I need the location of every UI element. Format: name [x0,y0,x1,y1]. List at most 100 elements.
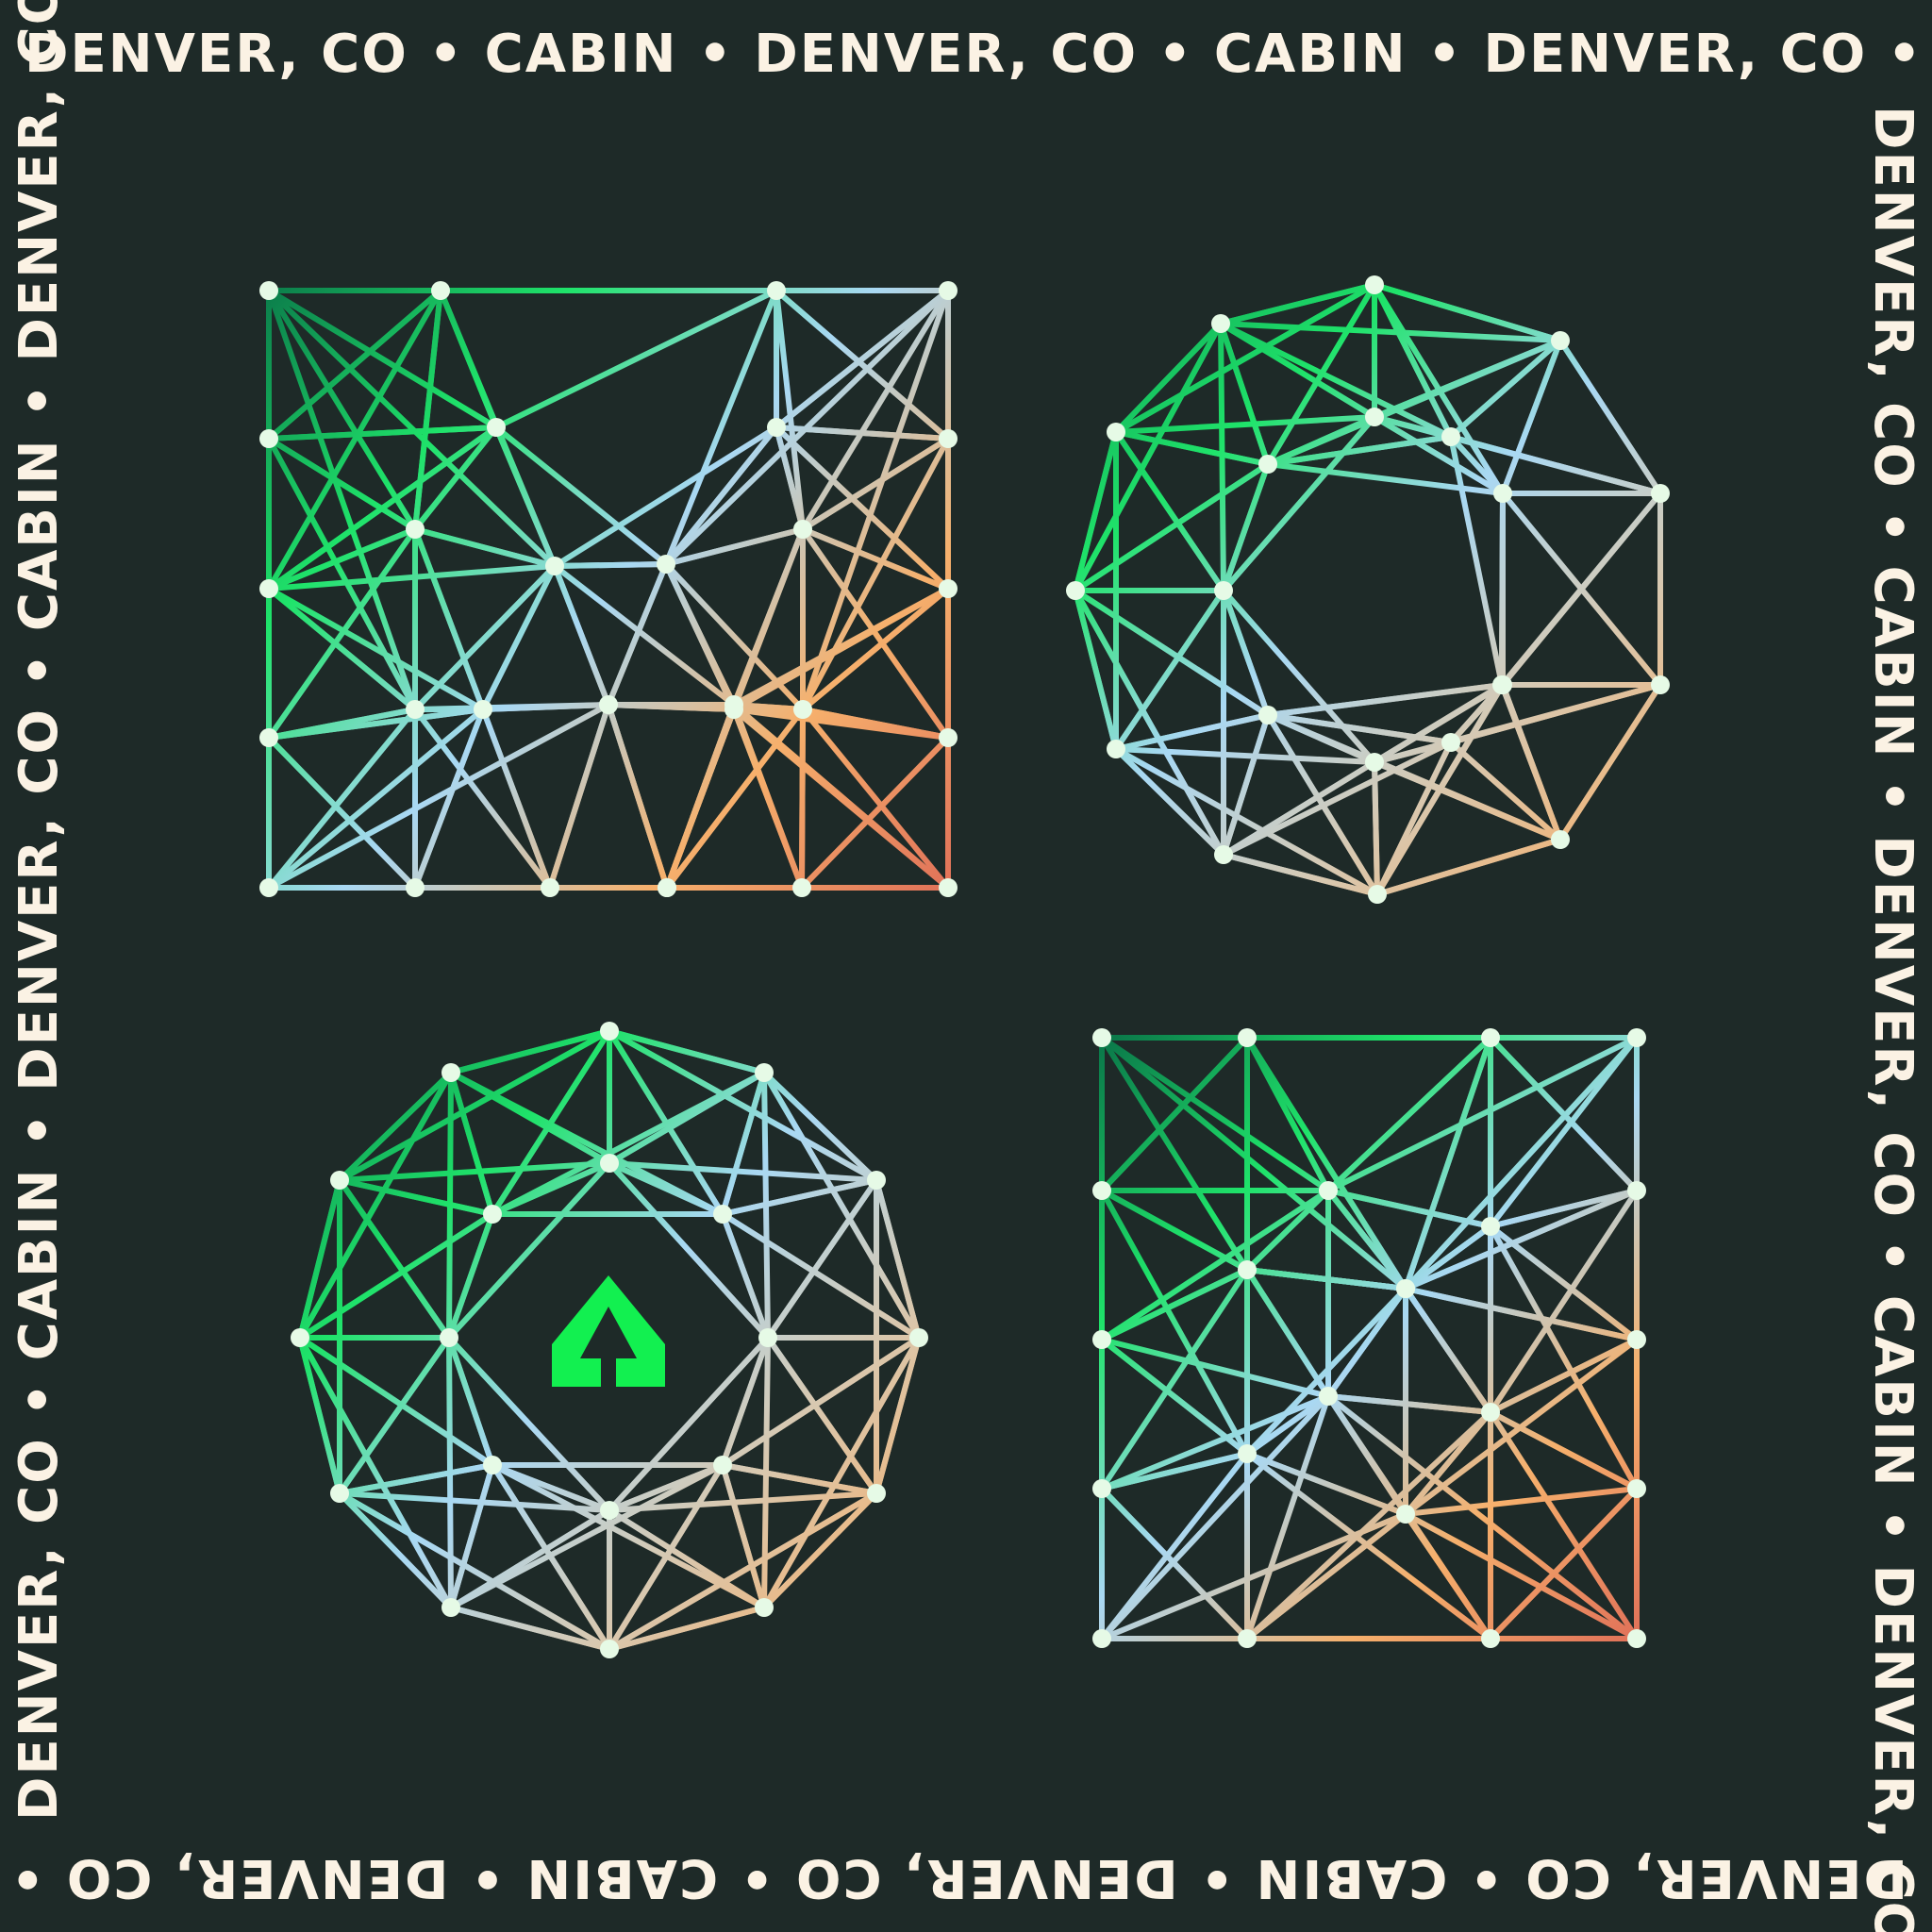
network-node [1627,1479,1646,1498]
network-edge [1073,588,1226,858]
network-node [1627,1330,1646,1349]
network-node [1441,733,1460,752]
network-edge [1218,321,1454,440]
network-node [1319,1181,1338,1200]
network-edge [720,1211,771,1341]
network-edge [266,436,418,532]
network-edge [448,1070,495,1217]
network-edge [1488,1409,1640,1491]
network-edge [1325,1393,1493,1415]
network-node [1066,581,1085,600]
network-edge [1099,1035,1331,1193]
network-node [1365,408,1384,426]
network-edge [297,1335,495,1468]
network-node [939,579,958,598]
network-edge [607,1335,771,1513]
network-edge [412,425,499,532]
network-edge [1073,429,1119,593]
network-node [867,1484,886,1503]
network-edge [720,1462,767,1610]
network-node [1238,1444,1257,1463]
network-edge [266,288,443,591]
network-edge [1488,1188,1640,1415]
network-edge [1265,461,1506,496]
network-edge [663,561,737,712]
network-node [1107,740,1125,758]
network-edge [266,425,499,441]
network-edge [1488,1224,1640,1491]
network-edge [1073,461,1271,593]
network-edge [607,1605,767,1652]
network-edge [607,1462,725,1513]
network-node [1551,830,1570,849]
network-node [755,1598,774,1617]
network-edge [266,288,418,532]
network-edge [297,1070,454,1341]
network-edge [266,586,486,712]
network-edge [446,1335,495,1468]
network-node [767,418,786,437]
network-node [1258,455,1277,474]
network-edge [1372,282,1454,440]
network-edge [1500,491,1663,688]
network-edge [1403,1486,1640,1517]
letter-o-network [291,1022,928,1658]
network-node [483,1456,502,1474]
border-text-right: DENVER, CO • CABIN • DENVER, CO • CABIN … [1862,106,1924,1932]
network-edge [337,1160,612,1183]
network-edge [1448,682,1505,745]
network-edge [297,1177,342,1341]
network-node [1481,1629,1500,1648]
network-edge [1372,338,1563,420]
network-edge [480,702,611,712]
network-edge [607,1028,767,1075]
network-edge [266,288,418,712]
network-edge [1325,1286,1408,1399]
network-edge [266,707,486,891]
network-edge [607,1491,879,1652]
network-edge [800,707,951,741]
network-edge [1325,1188,1408,1291]
network-edge [1500,338,1563,496]
network-node [600,1022,619,1041]
network-edge [1488,1035,1640,1193]
network-edge [607,1160,725,1217]
network-edge [761,1070,879,1183]
network-edge [731,702,951,891]
network-edge [446,1335,612,1513]
network-node [441,1063,460,1082]
network-node [1214,581,1233,600]
network-edge [663,425,779,567]
network-node [1396,1279,1415,1298]
network-node [330,1171,349,1190]
network-edge [1403,1188,1640,1291]
network-edge [412,288,443,532]
network-edge [774,288,951,441]
network-node [1481,1217,1500,1236]
network-edge [1073,588,1271,718]
network-node [657,555,675,574]
network-edge [490,1028,612,1217]
network-edge [663,288,779,567]
network-edge [1372,282,1563,343]
network-edge [1113,282,1377,435]
network-edge [448,1462,495,1610]
network-edge [774,425,951,591]
network-edge [297,1211,495,1341]
network-edge [1073,321,1224,593]
network-edge [1099,1188,1250,1457]
network-edge [800,288,951,712]
network-node [440,1328,458,1347]
network-node [793,700,812,719]
network-edge [874,1335,922,1496]
network-edge [1265,414,1377,467]
network-node [1211,314,1230,333]
network-edge [800,586,951,712]
network-edge [490,1160,612,1217]
network-edge [1113,429,1271,467]
network-edge [1113,746,1377,765]
network-node [939,728,958,747]
network-edge [1488,1486,1640,1641]
network-edge [1265,712,1454,745]
network-edge [266,702,611,891]
